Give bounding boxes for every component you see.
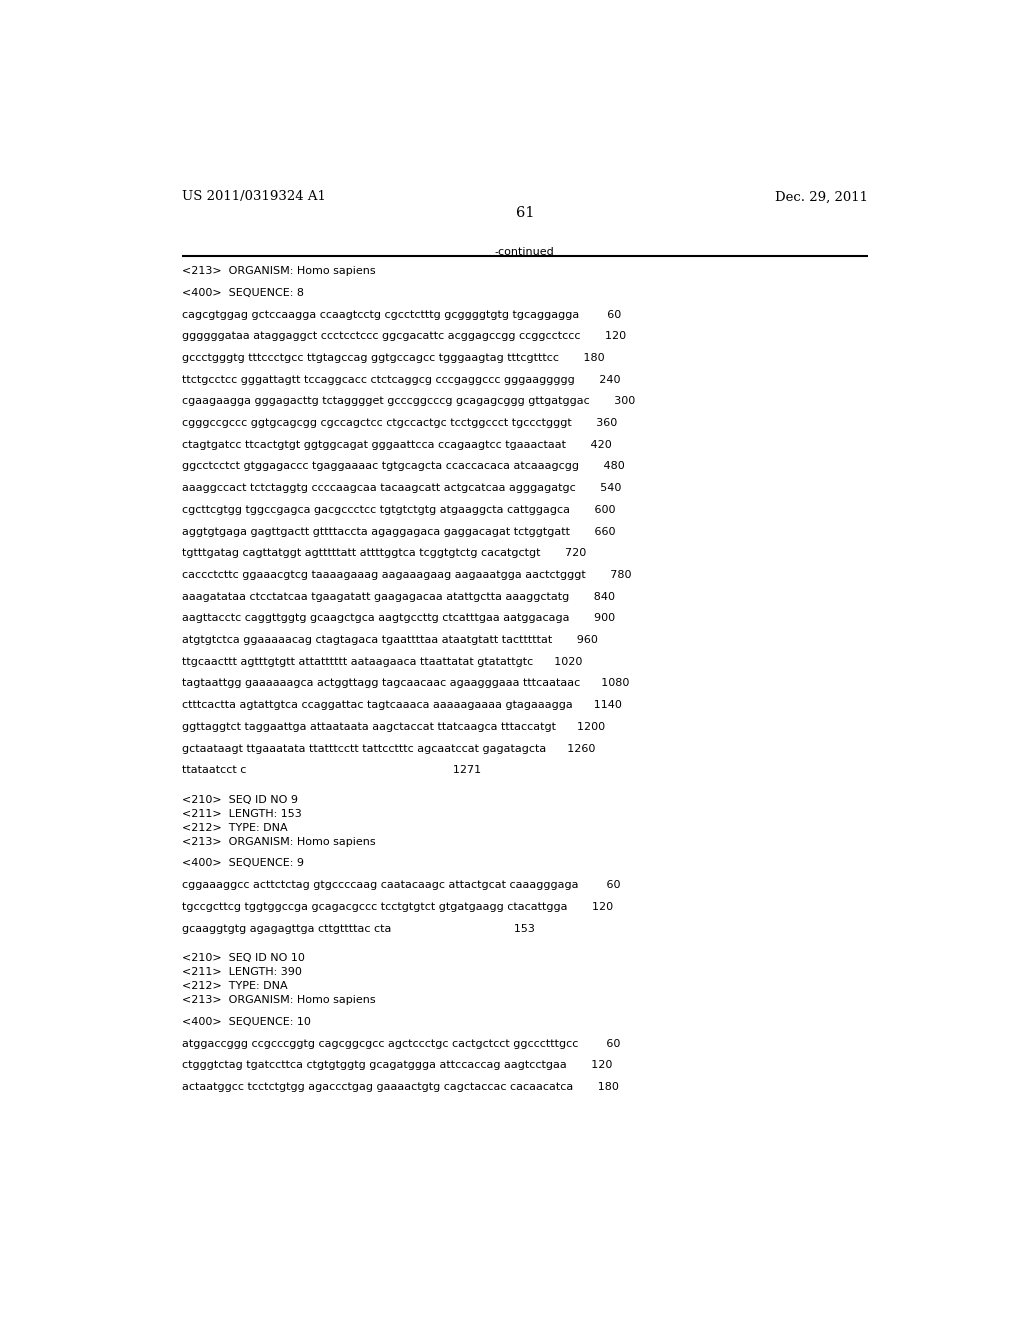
Text: cggaaaggcc acttctctag gtgccccaag caatacaagc attactgcat caaagggaga        60: cggaaaggcc acttctctag gtgccccaag caataca… <box>182 880 621 890</box>
Text: -continued: -continued <box>495 247 555 257</box>
Text: cagcgtggag gctccaagga ccaagtcctg cgcctctttg gcggggtgtg tgcaggagga        60: cagcgtggag gctccaagga ccaagtcctg cgcctct… <box>182 309 622 319</box>
Text: <213>  ORGANISM: Homo sapiens: <213> ORGANISM: Homo sapiens <box>182 267 376 276</box>
Text: <213>  ORGANISM: Homo sapiens: <213> ORGANISM: Homo sapiens <box>182 995 376 1005</box>
Text: ctagtgatcc ttcactgtgt ggtggcagat gggaattcca ccagaagtcc tgaaactaat       420: ctagtgatcc ttcactgtgt ggtggcagat gggaatt… <box>182 440 611 450</box>
Text: <211>  LENGTH: 153: <211> LENGTH: 153 <box>182 809 302 818</box>
Text: ctttcactta agtattgtca ccaggattac tagtcaaaca aaaaagaaaa gtagaaagga      1140: ctttcactta agtattgtca ccaggattac tagtcaa… <box>182 700 622 710</box>
Text: <213>  ORGANISM: Homo sapiens: <213> ORGANISM: Homo sapiens <box>182 837 376 847</box>
Text: <400>  SEQUENCE: 9: <400> SEQUENCE: 9 <box>182 858 304 869</box>
Text: <212>  TYPE: DNA: <212> TYPE: DNA <box>182 981 288 991</box>
Text: caccctcttc ggaaacgtcg taaaagaaag aagaaagaag aagaaatgga aactctgggt       780: caccctcttc ggaaacgtcg taaaagaaag aagaaag… <box>182 570 632 579</box>
Text: <212>  TYPE: DNA: <212> TYPE: DNA <box>182 822 288 833</box>
Text: Dec. 29, 2011: Dec. 29, 2011 <box>774 190 867 203</box>
Text: aagttacctc caggttggtg gcaagctgca aagtgccttg ctcatttgaa aatggacaga       900: aagttacctc caggttggtg gcaagctgca aagtgcc… <box>182 614 615 623</box>
Text: <400>  SEQUENCE: 8: <400> SEQUENCE: 8 <box>182 288 304 298</box>
Text: <210>  SEQ ID NO 9: <210> SEQ ID NO 9 <box>182 795 298 805</box>
Text: US 2011/0319324 A1: US 2011/0319324 A1 <box>182 190 326 203</box>
Text: aaaggccact tctctaggtg ccccaagcaa tacaagcatt actgcatcaa agggagatgc       540: aaaggccact tctctaggtg ccccaagcaa tacaagc… <box>182 483 622 494</box>
Text: gcaaggtgtg agagagttga cttgttttac cta                                   153: gcaaggtgtg agagagttga cttgttttac cta 153 <box>182 924 535 933</box>
Text: 61: 61 <box>515 206 535 220</box>
Text: atggaccggg ccgcccggtg cagcggcgcc agctccctgc cactgctcct ggccctttgcc        60: atggaccggg ccgcccggtg cagcggcgcc agctccc… <box>182 1039 621 1048</box>
Text: ggggggataa ataggaggct ccctcctccc ggcgacattc acggagccgg ccggcctccc       120: ggggggataa ataggaggct ccctcctccc ggcgaca… <box>182 331 626 342</box>
Text: ttctgcctcc gggattagtt tccaggcacc ctctcaggcg cccgaggccc gggaaggggg       240: ttctgcctcc gggattagtt tccaggcacc ctctcag… <box>182 375 621 384</box>
Text: <400>  SEQUENCE: 10: <400> SEQUENCE: 10 <box>182 1016 311 1027</box>
Text: ctgggtctag tgatccttca ctgtgtggtg gcagatggga attccaccag aagtcctgaa       120: ctgggtctag tgatccttca ctgtgtggtg gcagatg… <box>182 1060 612 1071</box>
Text: cgaagaagga gggagacttg tctagggget gcccggcccg gcagagcggg gttgatggac       300: cgaagaagga gggagacttg tctagggget gcccggc… <box>182 396 635 407</box>
Text: tagtaattgg gaaaaaagca actggttagg tagcaacaac agaagggaaa tttcaataac      1080: tagtaattgg gaaaaaagca actggttagg tagcaac… <box>182 678 630 689</box>
Text: tgccgcttcg tggtggccga gcagacgccc tcctgtgtct gtgatgaagg ctacattgga       120: tgccgcttcg tggtggccga gcagacgccc tcctgtg… <box>182 902 613 912</box>
Text: <210>  SEQ ID NO 10: <210> SEQ ID NO 10 <box>182 953 305 962</box>
Text: aaagatataa ctcctatcaa tgaagatatt gaagagacaa atattgctta aaaggctatg       840: aaagatataa ctcctatcaa tgaagatatt gaagaga… <box>182 591 615 602</box>
Text: ggttaggtct taggaattga attaataata aagctaccat ttatcaagca tttaccatgt      1200: ggttaggtct taggaattga attaataata aagctac… <box>182 722 605 731</box>
Text: aggtgtgaga gagttgactt gttttaccta agaggagaca gaggacagat tctggtgatt       660: aggtgtgaga gagttgactt gttttaccta agaggag… <box>182 527 615 536</box>
Text: gctaataagt ttgaaatata ttatttcctt tattcctttc agcaatccat gagatagcta      1260: gctaataagt ttgaaatata ttatttcctt tattcct… <box>182 743 595 754</box>
Text: cgcttcgtgg tggccgagca gacgccctcc tgtgtctgtg atgaaggcta cattggagca       600: cgcttcgtgg tggccgagca gacgccctcc tgtgtct… <box>182 504 615 515</box>
Text: gccctgggtg tttccctgcc ttgtagccag ggtgccagcc tgggaagtag tttcgtttcc       180: gccctgggtg tttccctgcc ttgtagccag ggtgcca… <box>182 352 604 363</box>
Text: tgtttgatag cagttatggt agtttttatt attttggtca tcggtgtctg cacatgctgt       720: tgtttgatag cagttatggt agtttttatt attttgg… <box>182 548 586 558</box>
Text: ttataatcct c                                                           1271: ttataatcct c 1271 <box>182 766 481 775</box>
Text: ttgcaacttt agtttgtgtt attatttttt aataagaaca ttaattatat gtatattgtc      1020: ttgcaacttt agtttgtgtt attatttttt aataaga… <box>182 657 583 667</box>
Text: atgtgtctca ggaaaaacag ctagtagaca tgaattttaa ataatgtatt tactttttat       960: atgtgtctca ggaaaaacag ctagtagaca tgaattt… <box>182 635 598 645</box>
Text: ggcctcctct gtggagaccc tgaggaaaac tgtgcagcta ccaccacaca atcaaagcgg       480: ggcctcctct gtggagaccc tgaggaaaac tgtgcag… <box>182 462 625 471</box>
Text: actaatggcc tcctctgtgg agaccctgag gaaaactgtg cagctaccac cacaacatca       180: actaatggcc tcctctgtgg agaccctgag gaaaact… <box>182 1082 618 1092</box>
Text: <211>  LENGTH: 390: <211> LENGTH: 390 <box>182 968 302 977</box>
Text: cgggccgccc ggtgcagcgg cgccagctcc ctgccactgc tcctggccct tgccctgggt       360: cgggccgccc ggtgcagcgg cgccagctcc ctgccac… <box>182 418 617 428</box>
